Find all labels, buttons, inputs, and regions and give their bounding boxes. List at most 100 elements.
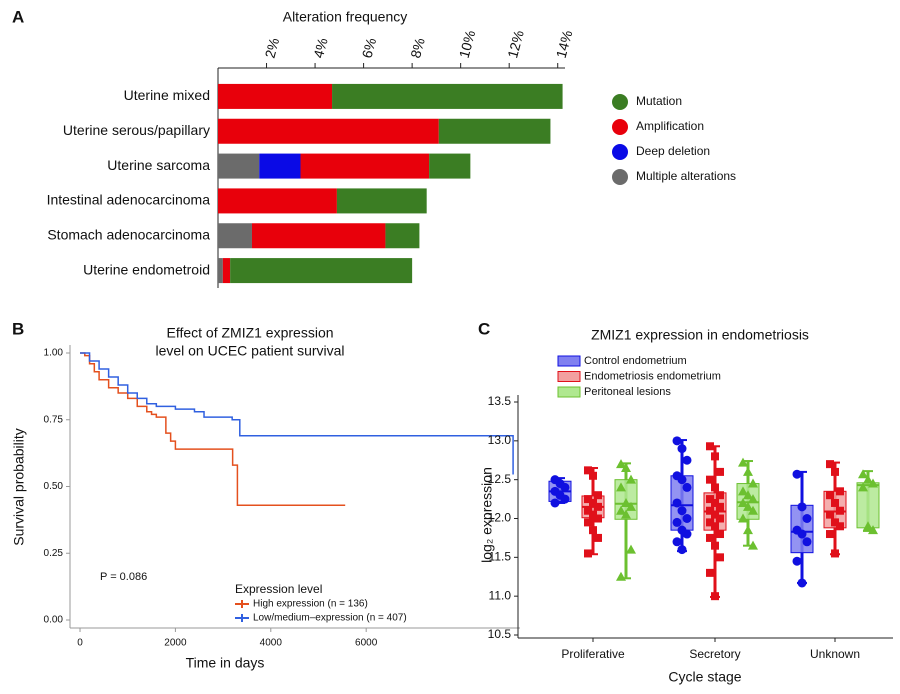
chart-title: level on UCEC patient survival <box>155 343 344 359</box>
data-point <box>584 466 592 475</box>
data-point <box>743 466 753 476</box>
legend-marker <box>612 169 628 185</box>
chart-title: ZMIZ1 expression in endometriosis <box>591 327 809 343</box>
data-point <box>621 509 631 519</box>
data-point <box>711 592 719 601</box>
legend-marker <box>612 119 628 135</box>
bar-segment <box>218 83 333 109</box>
x-tick-label: 2000 <box>164 638 187 649</box>
data-point <box>682 514 692 523</box>
data-point <box>682 455 692 465</box>
x-tick-label: 6% <box>359 36 380 60</box>
data-point <box>621 497 631 507</box>
bar-segment <box>218 188 337 214</box>
annotation: P = 0.086 <box>100 571 147 583</box>
data-point <box>677 506 687 516</box>
data-point <box>738 457 748 467</box>
data-point <box>716 467 724 476</box>
box <box>823 490 847 529</box>
data-point <box>748 494 758 504</box>
data-point <box>706 442 714 451</box>
data-point <box>589 510 597 519</box>
data-point <box>738 513 748 523</box>
data-point <box>550 498 560 508</box>
legend-marker <box>557 386 581 398</box>
y-tick-label: 0.00 <box>44 615 64 626</box>
data-point <box>797 529 807 539</box>
legend-label: Mutation <box>636 94 682 108</box>
data-point <box>792 556 802 566</box>
y-tick-label: 12.0 <box>488 511 512 525</box>
bar-segment <box>429 153 471 179</box>
bar-segment <box>300 153 430 179</box>
bar-segment <box>438 118 551 144</box>
legend-label: Endometriosis endometrium <box>584 370 721 382</box>
data-point <box>626 501 636 511</box>
data-point <box>716 553 724 562</box>
data-point <box>738 497 748 507</box>
x-tick-label: 2% <box>262 36 283 60</box>
chart-title: Effect of ZMIZ1 expression <box>166 325 333 341</box>
x-tick-label: 4% <box>310 36 331 60</box>
legend-label: Peritoneal lesions <box>584 386 671 398</box>
data-point <box>743 490 753 500</box>
bar-segment <box>218 153 260 179</box>
data-point <box>584 495 592 504</box>
legend-label: Amplification <box>636 119 704 133</box>
category-label: Uterine sarcoma <box>107 157 210 173</box>
bar-segment <box>218 258 223 284</box>
data-point <box>831 549 839 558</box>
y-tick-label: 1.00 <box>44 348 64 359</box>
bar-segment <box>222 258 231 284</box>
data-point <box>682 529 692 539</box>
y-tick-label: 0.75 <box>44 414 64 425</box>
y-tick-label: 11.0 <box>489 588 512 602</box>
data-point <box>858 482 868 492</box>
bar-segment <box>259 153 301 179</box>
data-point <box>626 544 636 554</box>
legend-marker <box>612 144 628 160</box>
x-tick-label: 8% <box>407 36 428 60</box>
data-point <box>743 525 753 535</box>
data-point <box>826 510 834 519</box>
legend-marker <box>612 94 628 110</box>
data-point <box>716 491 724 500</box>
x-tick-label: 12% <box>504 29 527 60</box>
data-point <box>589 498 597 507</box>
data-point <box>677 545 687 555</box>
data-point <box>682 482 692 492</box>
data-point <box>616 571 626 581</box>
category-label: Uterine endometroid <box>83 261 210 277</box>
data-point <box>836 487 844 496</box>
panel-label: A <box>12 7 24 26</box>
data-point <box>797 578 807 588</box>
data-point <box>836 506 844 515</box>
data-point <box>748 505 758 515</box>
data-point <box>858 469 868 479</box>
data-point <box>594 502 602 511</box>
y-axis-label: Survival probability <box>11 428 27 546</box>
data-point <box>594 514 602 523</box>
data-point <box>672 498 682 508</box>
data-point <box>868 525 878 535</box>
data-point <box>748 478 758 488</box>
data-point <box>711 510 719 519</box>
data-point <box>621 463 631 473</box>
survival-curve <box>80 352 514 475</box>
y-tick-label: 13.5 <box>488 394 512 408</box>
bar-segment <box>385 223 420 249</box>
x-tick-label: 14% <box>553 29 576 60</box>
x-tick-label: Secretory <box>689 647 740 661</box>
chart-title: Alteration frequency <box>283 9 408 25</box>
data-point <box>831 518 839 527</box>
data-point <box>826 491 834 500</box>
data-point <box>706 475 714 484</box>
legend-label: Control endometrium <box>584 355 687 367</box>
data-point <box>831 498 839 507</box>
data-point <box>584 506 592 515</box>
data-point <box>594 533 602 542</box>
data-point <box>831 467 839 476</box>
data-point <box>560 494 570 504</box>
bar-segment <box>218 118 439 144</box>
